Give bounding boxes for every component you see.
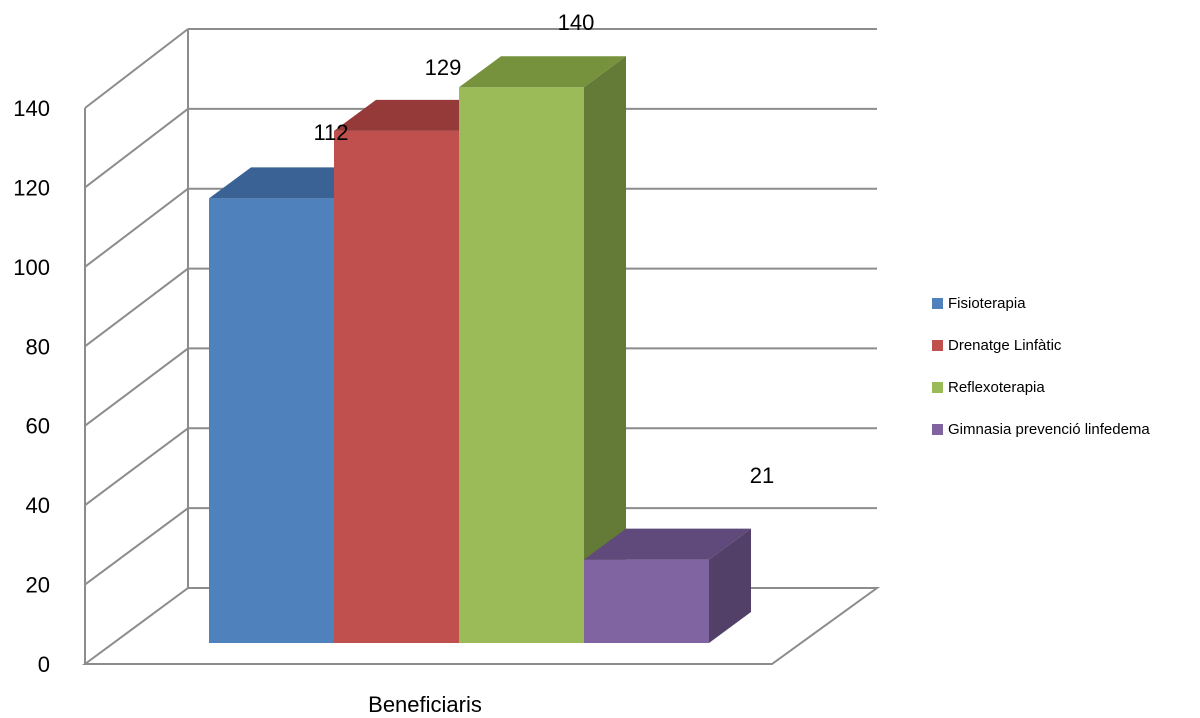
y-tick-label: 40 [26,493,50,518]
legend-item: Fisioterapia [932,295,1026,312]
data-label: 21 [750,463,774,488]
bar-front [584,559,709,643]
bars [209,56,751,644]
category-axis: Beneficiaris [368,692,482,717]
legend-label: Drenatge Linfàtic [948,337,1062,354]
legend-item: Reflexoterapia [932,379,1045,396]
legend-item: Gimnasia prevenció linfedema [932,421,1150,438]
side-gridline [84,187,189,268]
side-gridline [84,427,189,506]
bar-top [459,56,626,88]
category-label: Beneficiaris [368,692,482,717]
chart-floor [81,587,881,665]
legend-label: Gimnasia prevenció linfedema [948,421,1150,438]
side-gridline [84,108,189,189]
side-gridline [84,28,189,109]
bar-front [459,87,584,643]
legend-swatch [932,424,943,435]
legend-item: Drenatge Linfàtic [932,337,1062,354]
bar-side [709,528,751,643]
y-tick-label: 140 [13,96,50,121]
y-tick-label: 60 [26,414,50,439]
data-labels: 112 129 140 21 [313,10,774,488]
legend-swatch [932,382,943,393]
legend-label: Reflexoterapia [948,379,1045,396]
floor-plane [81,587,881,665]
legend-label: Fisioterapia [948,295,1026,312]
data-label: 140 [558,10,595,35]
legend-swatch [932,340,943,351]
bar-4 [584,528,751,643]
legend-swatch [932,298,943,309]
data-label: 129 [425,55,462,80]
y-tick-label: 100 [13,255,50,280]
side-gridline [84,347,189,427]
y-tick-label: 20 [26,573,50,598]
bar-front [209,198,334,644]
bar-3 [459,56,626,643]
legend: Fisioterapia Drenatge Linfàtic Reflexotera… [932,295,1150,438]
bar-top [584,528,751,560]
y-tick-label: 80 [26,334,50,359]
side-gridline [84,507,189,586]
data-label: 112 [313,120,348,145]
side-gridline [84,267,189,348]
y-axis-ticks: 0 20 40 60 80 100 120 140 [13,96,50,677]
bar-side [584,56,626,643]
y-tick-label: 0 [38,652,50,677]
bar-front [334,130,459,643]
y-tick-label: 120 [13,175,50,200]
